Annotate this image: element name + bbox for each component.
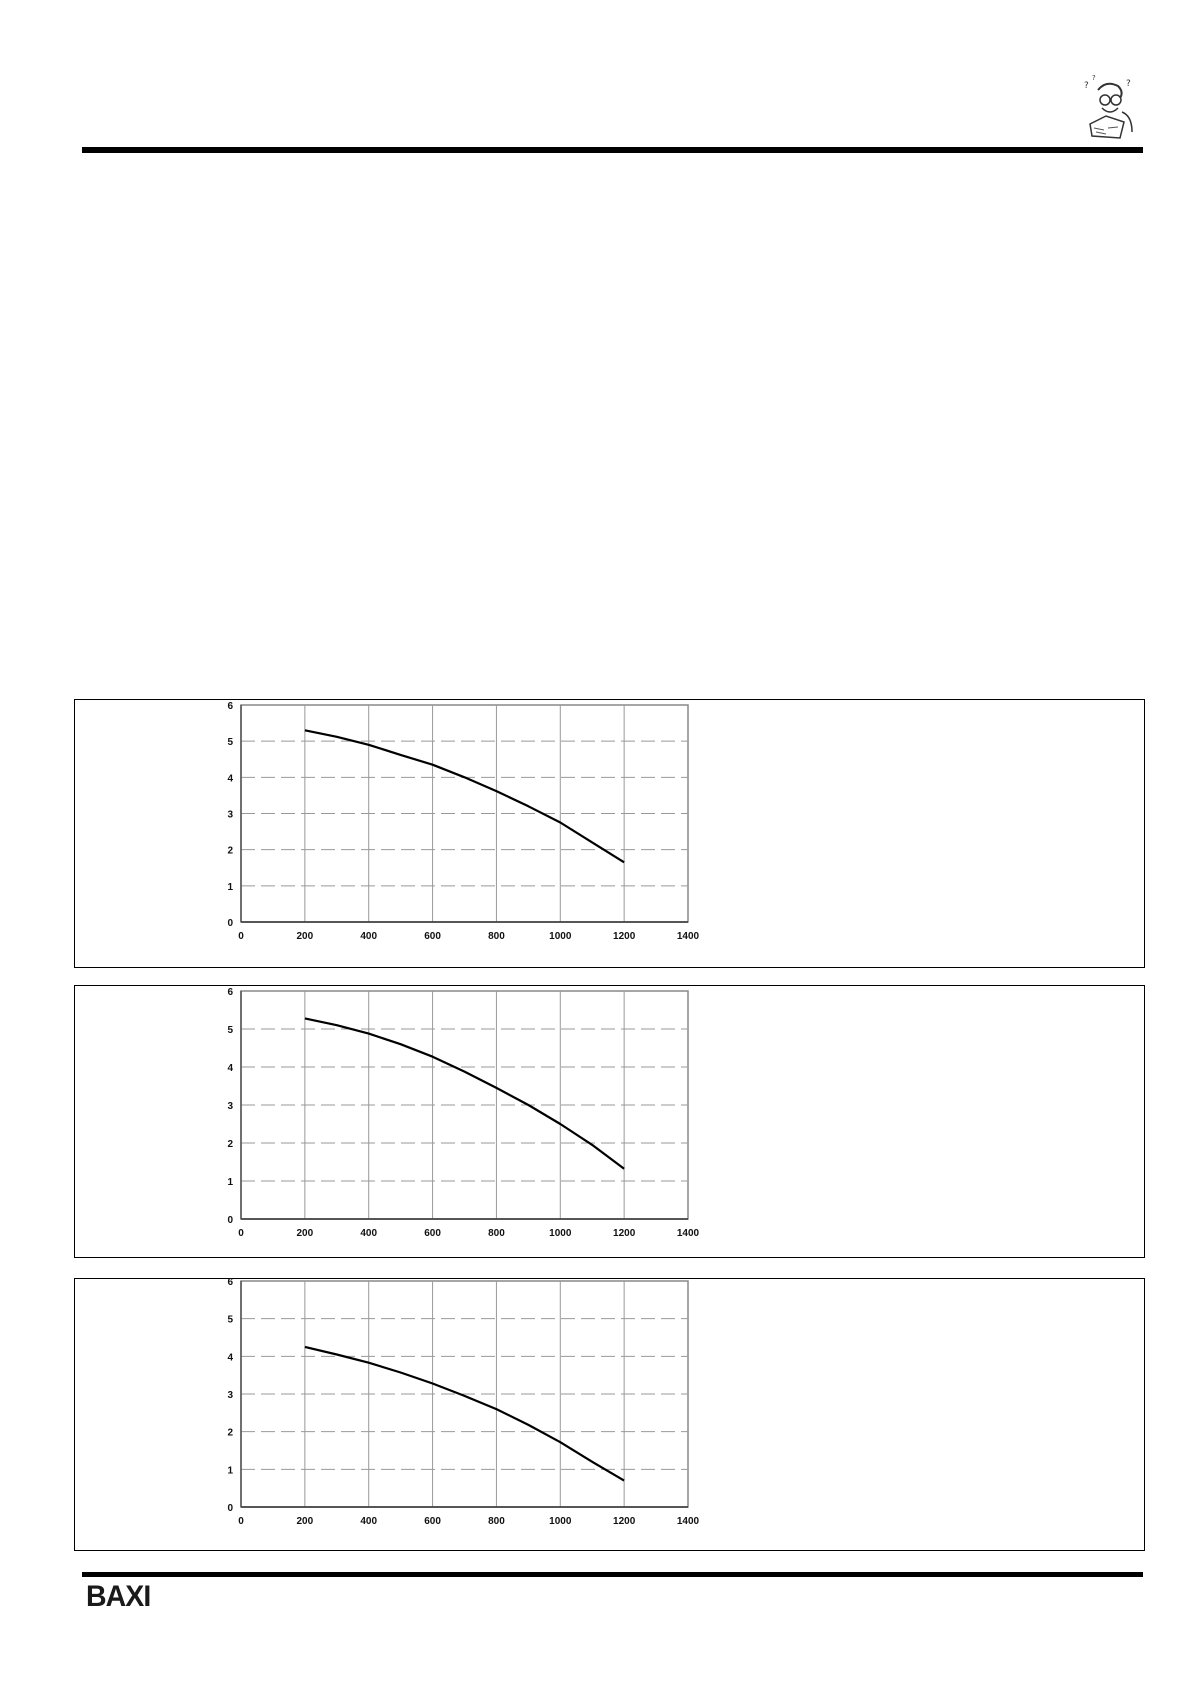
x-tick-label: 0	[238, 931, 244, 942]
y-tick-label: 6	[227, 701, 233, 712]
y-tick-label: 6	[227, 1277, 233, 1288]
x-tick-label: 400	[360, 1516, 377, 1527]
y-tick-label: 0	[227, 1215, 233, 1226]
x-tick-label: 1200	[613, 931, 636, 942]
x-tick-label: 1000	[549, 1228, 572, 1239]
x-tick-label: 200	[297, 931, 314, 942]
y-tick-label: 3	[227, 810, 233, 821]
chart-frame-3	[74, 1278, 1145, 1551]
y-tick-label: 3	[227, 1390, 233, 1401]
x-tick-label: 800	[488, 1516, 505, 1527]
pump-curve-line	[304, 729, 625, 864]
y-tick-label: 5	[227, 1025, 233, 1036]
y-tick-label: 2	[227, 846, 233, 857]
x-tick-label: 800	[488, 931, 505, 942]
y-tick-label: 0	[227, 918, 233, 929]
x-tick-label: 0	[238, 1228, 244, 1239]
y-tick-label: 4	[227, 1063, 233, 1074]
confused-reader-mascot-icon: ? ? ?	[1078, 72, 1138, 144]
x-tick-label: 600	[424, 931, 441, 942]
baxi-logo: BAXI	[86, 1580, 151, 1613]
y-tick-label: 1	[227, 1177, 233, 1188]
y-tick-label: 1	[227, 1465, 233, 1476]
svg-text:?: ?	[1126, 79, 1131, 89]
x-tick-label: 1200	[613, 1228, 636, 1239]
y-tick-label: 5	[227, 1315, 233, 1326]
svg-text:?: ?	[1084, 81, 1089, 91]
x-tick-label: 1400	[677, 1228, 700, 1239]
x-tick-label: 800	[488, 1228, 505, 1239]
x-tick-label: 200	[297, 1228, 314, 1239]
y-tick-label: 4	[227, 773, 233, 784]
chart-frame-2	[74, 985, 1145, 1258]
x-tick-label: 400	[360, 931, 377, 942]
y-tick-label: 1	[227, 882, 233, 893]
footer-rule	[82, 1572, 1143, 1577]
y-tick-label: 2	[227, 1428, 233, 1439]
y-tick-label: 3	[227, 1101, 233, 1112]
header-rule	[82, 147, 1143, 153]
x-tick-label: 200	[297, 1516, 314, 1527]
y-tick-label: 5	[227, 737, 233, 748]
y-tick-label: 2	[227, 1139, 233, 1150]
y-tick-label: 6	[227, 987, 233, 998]
svg-text:?: ?	[1092, 74, 1096, 82]
pump-curve-line	[304, 1017, 625, 1170]
x-tick-label: 1000	[549, 1516, 572, 1527]
pump-curve-line	[304, 1345, 625, 1482]
x-tick-label: 1000	[549, 931, 572, 942]
x-tick-label: 600	[424, 1516, 441, 1527]
x-tick-label: 1400	[677, 931, 700, 942]
y-tick-label: 4	[227, 1352, 233, 1363]
x-tick-label: 600	[424, 1228, 441, 1239]
x-tick-label: 0	[238, 1516, 244, 1527]
y-tick-label: 0	[227, 1503, 233, 1514]
chart-frame-1	[74, 699, 1145, 968]
x-tick-label: 1400	[677, 1516, 700, 1527]
x-tick-label: 400	[360, 1228, 377, 1239]
x-tick-label: 1200	[613, 1516, 636, 1527]
